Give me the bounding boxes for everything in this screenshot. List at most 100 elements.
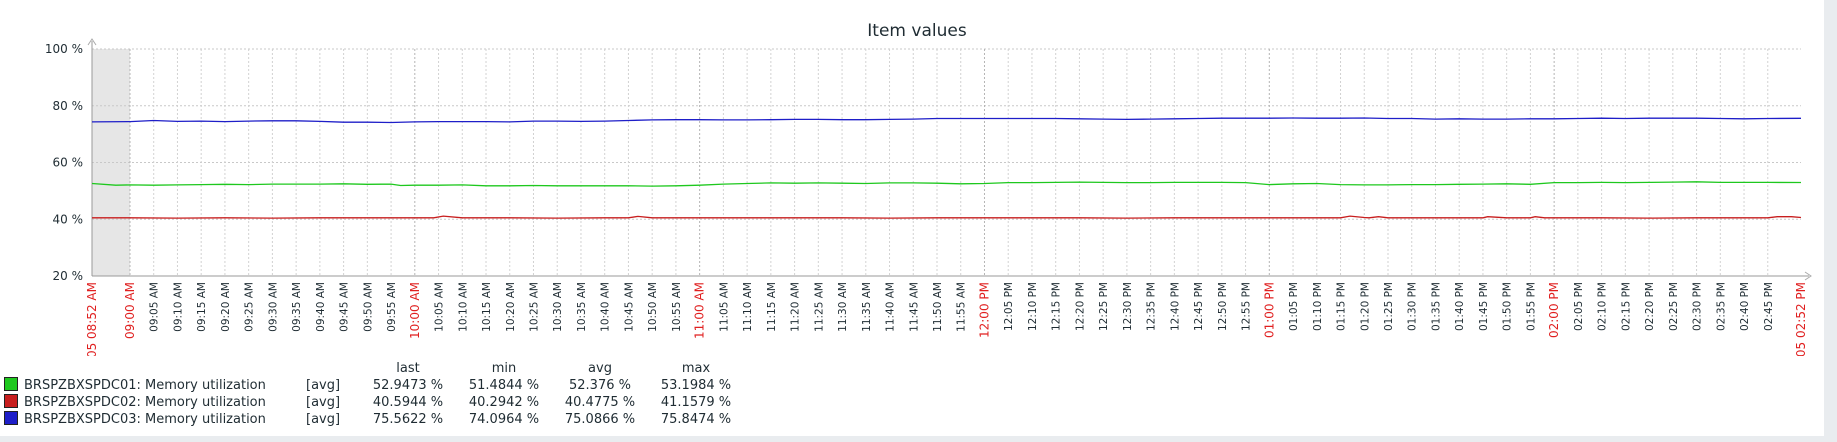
x-tick-label: 02:10 PM (1597, 282, 1609, 331)
x-tick-label: 09:55 AM (386, 282, 398, 332)
x-tick-label: 12:20 PM (1074, 282, 1086, 331)
legend-header-last: last (396, 361, 420, 376)
x-tick-label: 01:15 PM (1336, 282, 1348, 331)
x-tick-label: 10:00 AM (408, 282, 422, 339)
legend-avg: 40.4775 % (564, 394, 636, 410)
y-tick-labels: 100 % 80 % 60 % 40 % 20 % (45, 42, 83, 283)
legend-row: BRSPZBXSPDC03: Memory utilization [avg] … (4, 411, 744, 428)
x-axis-arrow-icon (1804, 271, 1812, 281)
x-tick-label: 11:30 AM (837, 282, 849, 332)
legend-series-name: BRSPZBXSPDC03: Memory utilization (24, 412, 266, 427)
x-tick-label: 01:25 PM (1383, 282, 1395, 331)
legend-row: BRSPZBXSPDC01: Memory utilization [avg] … (4, 377, 744, 394)
x-tick-label: 09:30 AM (267, 282, 279, 332)
legend-swatch (4, 377, 18, 391)
legend-func: [avg] (306, 394, 341, 410)
x-tick-label: 09:50 AM (362, 282, 374, 332)
x-tick-label: 11:00 AM (693, 282, 707, 339)
x-tick-label: 10:50 AM (647, 282, 659, 332)
x-tick-label: 11:35 AM (861, 282, 873, 332)
x-tick-label: 09:00 AM (123, 282, 137, 339)
legend-swatch (4, 394, 18, 408)
x-tick-label: 10:10 AM (457, 282, 469, 332)
x-tick-label: 02:20 PM (1644, 282, 1656, 331)
x-tick-label: 02:35 PM (1715, 282, 1727, 331)
legend-func: [avg] (306, 377, 341, 393)
x-tick-label: 01:00 PM (1262, 282, 1276, 338)
x-tick-label: 12:15 PM (1051, 282, 1063, 331)
legend-last: 40.5944 % (372, 394, 444, 410)
legend-series-name: BRSPZBXSPDC01: Memory utilization (24, 378, 266, 393)
series-lines (91, 117, 1802, 219)
x-tick-labels: 09-05 08:52 AM 09:00 AM 09:05 AM 09:10 AM 09… (85, 282, 1808, 356)
y-axis-arrow-icon (87, 38, 97, 46)
legend: last min avg max BRSPZBXSPDC01: Memory u… (4, 361, 744, 428)
x-tick-label: 01:50 PM (1502, 282, 1514, 331)
y-tick-label: 60 % (53, 156, 84, 170)
x-tick-label: 09:35 AM (291, 282, 303, 332)
x-tick-label: 10:30 AM (552, 282, 564, 332)
x-tick-label: 10:20 AM (505, 282, 517, 332)
series-line (91, 181, 1802, 187)
graph-panel: Item values 100 % 80 % 60 % 40 % 20 % 09-05 … (0, 0, 1824, 436)
y-tick-label: 100 % (45, 42, 83, 56)
legend-swatch (4, 411, 18, 425)
legend-last: 52.9473 % (372, 377, 444, 393)
x-tick-label: 02:00 PM (1547, 282, 1561, 338)
legend-max: 53.1984 % (660, 377, 732, 393)
legend-min: 51.4844 % (468, 377, 540, 393)
x-tick-label: 09:10 AM (172, 282, 184, 332)
x-tick-label: 12:05 PM (1003, 282, 1015, 331)
x-tick-label: 10:35 AM (576, 282, 588, 332)
x-tick-label: 12:25 PM (1098, 282, 1110, 331)
x-tick-label: 10:45 AM (623, 282, 635, 332)
x-tick-label: 12:30 PM (1122, 282, 1134, 331)
x-tick-label: 02:15 PM (1620, 282, 1632, 331)
x-tick-label: 11:45 AM (908, 282, 920, 332)
x-tick-label: 12:00 PM (977, 282, 991, 338)
x-tick-label: 12:50 PM (1217, 282, 1229, 331)
x-tick-label: 12:40 PM (1169, 282, 1181, 331)
x-tick-label: 10:05 AM (434, 282, 446, 332)
legend-row: BRSPZBXSPDC02: Memory utilization [avg] … (4, 394, 744, 411)
x-tick-label: 12:55 PM (1241, 282, 1253, 331)
x-tick-label: 11:10 AM (742, 282, 754, 332)
x-tick-label: 09:20 AM (220, 282, 232, 332)
x-tick-label: 01:45 PM (1478, 282, 1490, 331)
x-tick-label: 09-05 08:52 AM (85, 282, 99, 356)
legend-last: 75.5622 % (372, 411, 444, 427)
x-tick-label: 11:50 AM (932, 282, 944, 332)
x-tick-label: 10:40 AM (600, 282, 612, 332)
legend-min: 40.2942 % (468, 394, 540, 410)
chart-grid (92, 48, 1801, 277)
x-tick-label: 01:30 PM (1407, 282, 1419, 331)
no-data-zone (92, 49, 130, 276)
series-line (92, 215, 1802, 219)
series-line (91, 117, 1802, 124)
x-tick-label: 02:05 PM (1573, 282, 1585, 331)
y-tick-label: 40 % (53, 212, 84, 226)
chart-axes (87, 38, 1812, 281)
x-tick-label: 02:25 PM (1668, 282, 1680, 331)
item-values-chart: Item values 100 % 80 % 60 % 40 % 20 % 09-05 … (45, 21, 1812, 356)
legend-header-avg: avg (588, 361, 612, 376)
x-tick-label: 01:05 PM (1288, 282, 1300, 331)
y-tick-label: 20 % (53, 269, 84, 283)
x-tick-label: 12:35 PM (1146, 282, 1158, 331)
x-tick-label: 01:40 PM (1454, 282, 1466, 331)
x-tick-label: 12:45 PM (1193, 282, 1205, 331)
x-tick-label: 01:55 PM (1525, 282, 1537, 331)
legend-avg: 52.376 % (569, 377, 631, 393)
x-tick-label: 09:05 AM (149, 282, 161, 332)
legend-avg: 75.0866 % (564, 411, 636, 427)
x-tick-label: 10:15 AM (481, 282, 493, 332)
x-tick-label: 11:05 AM (718, 282, 730, 332)
x-tick-label: 01:10 PM (1312, 282, 1324, 331)
x-tick-label: 11:20 AM (790, 282, 802, 332)
x-tick-label: 09:45 AM (339, 282, 351, 332)
x-tick-label: 01:35 PM (1430, 282, 1442, 331)
x-tick-label: 10:55 AM (671, 282, 683, 332)
x-tick-label: 11:40 AM (885, 282, 897, 332)
legend-max: 41.1579 % (660, 394, 732, 410)
x-tick-label: 11:25 AM (813, 282, 825, 332)
